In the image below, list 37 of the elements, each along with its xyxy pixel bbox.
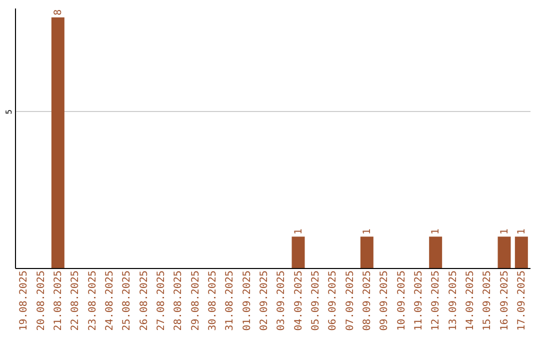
x-tick-label: 05.09.2025: [310, 270, 322, 331]
x-tick-label: 25.08.2025: [122, 270, 133, 331]
x-tick-label: 31.08.2025: [224, 270, 236, 331]
data-label: 8: [52, 9, 64, 16]
x-tick-label: 16.09.2025: [499, 270, 510, 331]
x-tick-label: 28.08.2025: [173, 270, 184, 331]
x-tick-label: 24.08.2025: [104, 270, 116, 331]
x-tick-label: 21.08.2025: [52, 270, 64, 331]
x-tick-label: 15.09.2025: [482, 270, 494, 331]
x-tick-label: 09.09.2025: [379, 270, 390, 331]
x-tick-label: 30.08.2025: [207, 270, 218, 331]
x-tick-label: 10.09.2025: [396, 270, 408, 331]
x-tick-label: 04.09.2025: [293, 270, 304, 331]
x-tick-label: 02.09.2025: [258, 270, 270, 331]
x-tick-label: 26.08.2025: [138, 270, 150, 331]
x-tick-label: 14.09.2025: [464, 270, 476, 331]
x-tick-label: 03.09.2025: [276, 270, 288, 331]
x-tick-label: 22.08.2025: [70, 270, 82, 331]
x-tick-label: 27.08.2025: [156, 270, 167, 331]
x-tick-label: 17.09.2025: [516, 270, 528, 331]
data-label: 1: [362, 228, 373, 235]
data-label: 1: [430, 228, 442, 235]
x-tick-label: 13.09.2025: [448, 270, 459, 331]
x-tick-label: 08.09.2025: [362, 270, 373, 331]
x-tick-label: 29.08.2025: [190, 270, 202, 331]
x-tick-label: 01.09.2025: [242, 270, 253, 331]
x-tick-label: 06.09.2025: [328, 270, 339, 331]
data-label: 1: [293, 228, 304, 235]
x-tick-label: 12.09.2025: [430, 270, 442, 331]
x-tick-label: 20.08.2025: [36, 270, 47, 331]
x-tick-label: 19.08.2025: [18, 270, 30, 331]
data-label: 1: [516, 228, 528, 235]
x-tick-label: 11.09.2025: [413, 270, 424, 331]
x-tick-label: 07.09.2025: [344, 270, 356, 331]
data-label: 1: [499, 228, 510, 235]
y-tick-label: 5: [4, 109, 14, 114]
x-tick-label: 23.08.2025: [87, 270, 98, 331]
